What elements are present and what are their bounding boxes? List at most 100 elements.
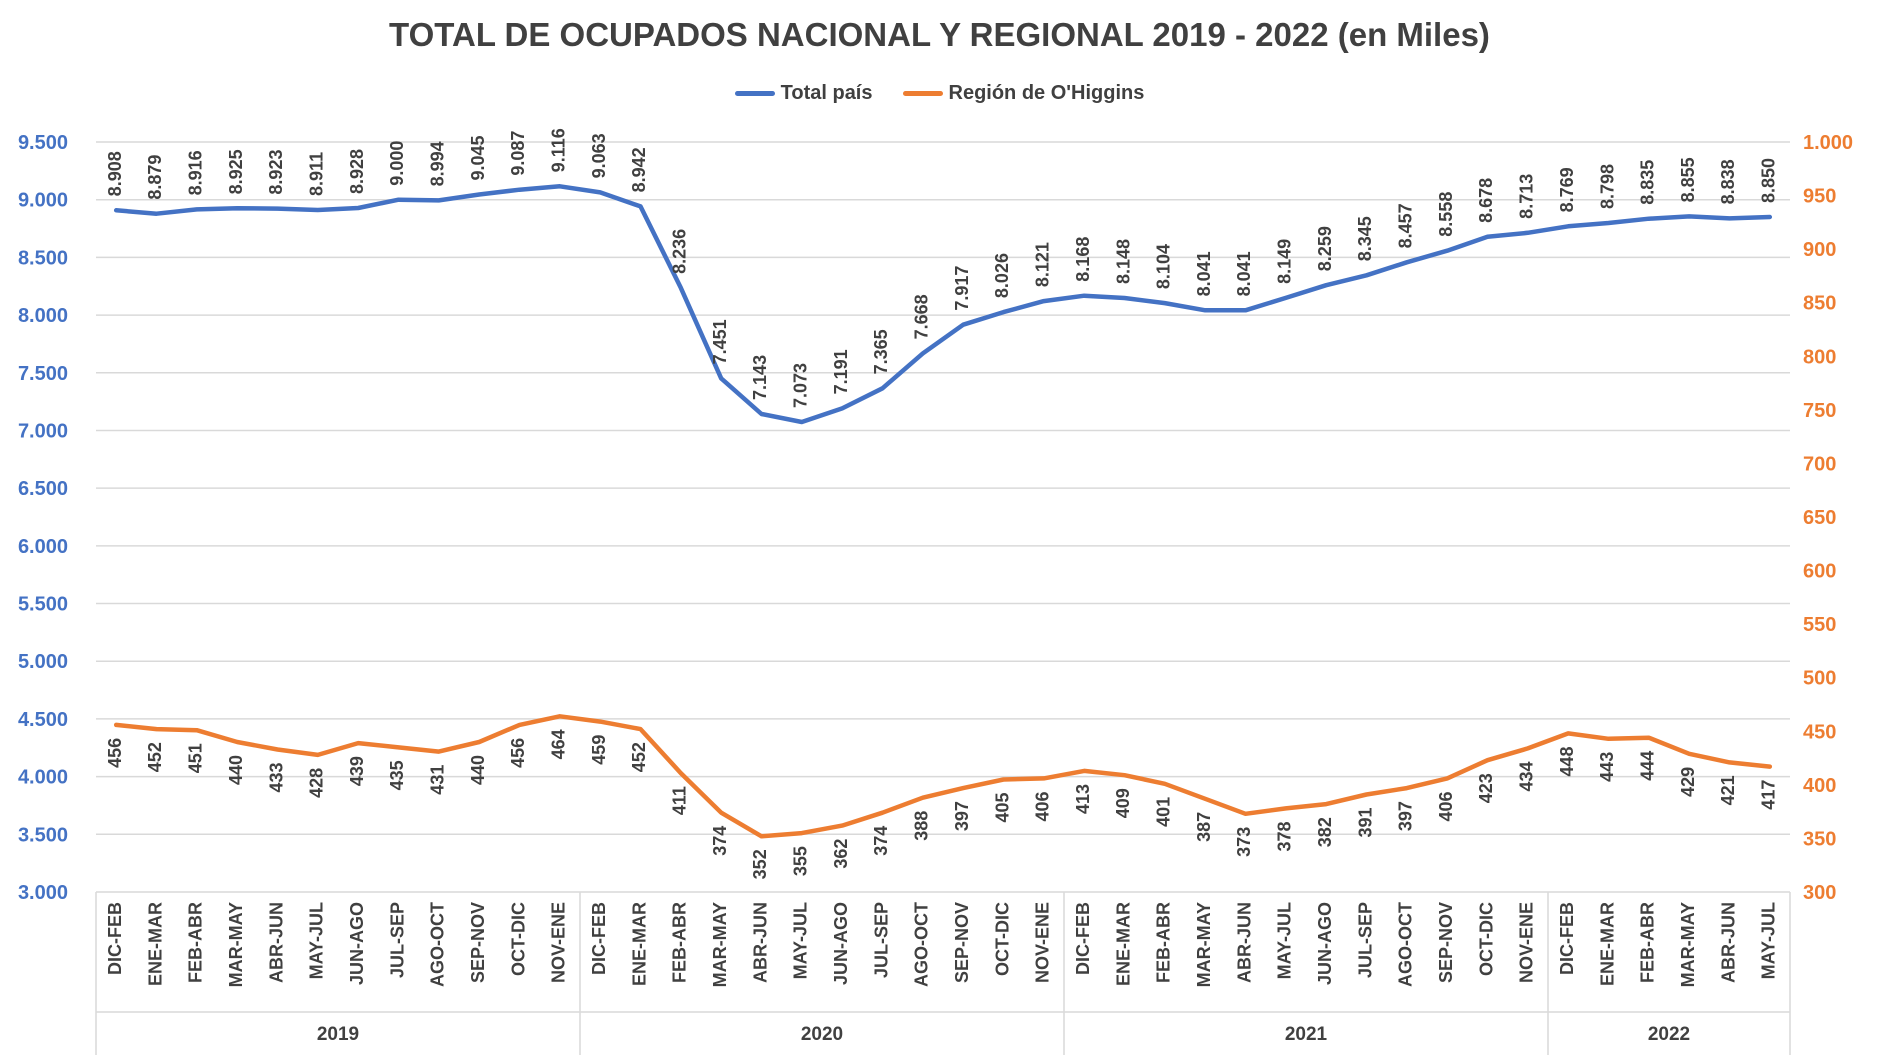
data-label-region: 406 [1033,791,1053,821]
data-label-total-pais: 8.916 [186,150,206,195]
data-point [761,835,762,837]
data-point [1688,753,1690,755]
series-line-total-pais [113,184,1773,425]
data-label-region: 401 [1154,797,1174,827]
data-label-total-pais: 8.835 [1638,160,1658,205]
data-point [1406,261,1408,263]
y-right-tick-label: 750 [1803,400,1836,422]
x-tick-label: NOV-ENE [1517,902,1537,983]
data-point [1003,311,1004,313]
data-point [599,721,601,723]
data-point [761,413,762,415]
x-tick-label: JUL-SEP [1355,902,1375,978]
y-left-tick-label: 3.000 [18,882,68,904]
y-right-tick-label: 850 [1803,293,1836,315]
data-point [277,749,278,750]
data-label-region: 444 [1638,751,1658,781]
data-label-total-pais: 7.365 [871,329,891,374]
data-point [1567,732,1569,734]
data-label-total-pais: 7.073 [791,363,811,408]
x-tick-label: JUL-SEP [387,902,407,978]
x-tick-label: NOV-ENE [549,902,569,983]
data-label-region: 434 [1517,761,1537,791]
x-tick-label: ENE-MAR [1113,902,1133,986]
data-point [156,213,157,215]
data-label-region: 405 [992,793,1012,823]
x-tick-label: DIC-FEB [1557,902,1577,975]
chart-title: TOTAL DE OCUPADOS NACIONAL Y REGIONAL 20… [389,16,1490,53]
data-label-region: 452 [145,742,165,772]
x-tick-label: OCT-DIC [508,902,528,976]
data-point [720,812,722,814]
data-point [841,825,843,827]
data-label-total-pais: 9.063 [589,133,609,178]
x-tick-label: SEP-NOV [1436,902,1456,983]
y-left-tick-label: 9.000 [18,190,68,212]
y-left-tick-label: 3.500 [18,824,68,846]
x-tick-label: MAY-JUL [307,902,327,979]
data-label-region: 373 [1234,827,1254,857]
y-left-tick-label: 4.000 [18,767,68,789]
x-tick-label: ABR-JUN [266,902,286,983]
data-point [438,199,440,201]
data-label-total-pais: 8.678 [1476,178,1496,223]
data-label-total-pais: 9.045 [468,135,488,180]
data-label-region: 439 [347,756,367,786]
y-left-tick-label: 6.000 [18,536,68,558]
data-point [1245,309,1246,311]
data-label-total-pais: 8.713 [1517,174,1537,219]
data-label-region: 428 [307,768,327,798]
y-right-tick-label: 450 [1803,721,1836,743]
data-point [1083,770,1085,772]
data-point [236,741,238,743]
y-left-tick-label: 5.000 [18,651,68,673]
x-tick-label: SEP-NOV [468,902,488,983]
x-tick-label: ENE-MAR [1597,902,1617,986]
data-point [115,209,117,211]
y-left-tick-label: 6.500 [18,478,68,500]
data-point [680,287,682,289]
data-label-total-pais: 8.104 [1154,244,1174,289]
data-point [277,208,278,210]
data-point [962,324,964,326]
x-tick-label: MAR-MAY [1194,902,1214,987]
data-label-total-pais: 8.148 [1113,239,1133,284]
y-right-tick-label: 500 [1803,668,1836,690]
data-label-region: 448 [1557,746,1577,776]
y-right-tick-label: 550 [1803,614,1836,636]
x-tick-label: MAY-JUL [1759,902,1779,979]
data-point [801,421,803,423]
legend-label-total-pais: Total país [780,82,873,104]
data-point [801,832,803,834]
x-tick-label: FEB-ABR [1154,902,1174,983]
data-label-region: 431 [428,765,448,795]
data-label-total-pais: 8.850 [1759,158,1779,203]
data-label-region: 421 [1718,775,1738,805]
x-tick-label: OCT-DIC [992,902,1012,976]
legend: Total país Región de O'Higgins [0,82,1879,105]
data-point [1769,766,1771,768]
x-tick-label: MAR-MAY [710,902,730,987]
data-point [640,205,641,207]
x-group-label: 2020 [801,1024,843,1045]
data-label-total-pais: 9.116 [549,128,569,172]
data-point [1729,761,1730,763]
data-label-total-pais: 7.668 [912,294,932,339]
data-label-region: 411 [670,786,690,815]
x-group-label: 2021 [1285,1024,1328,1045]
y-right-tick-label: 950 [1803,186,1836,208]
data-point [922,797,924,799]
data-point [1124,774,1125,776]
data-point [357,207,359,209]
data-label-total-pais: 8.798 [1597,164,1617,209]
data-label-total-pais: 8.345 [1355,216,1375,261]
data-label-total-pais: 8.457 [1396,203,1416,248]
data-point [438,751,440,753]
x-tick-label: ENE-MAR [145,902,165,986]
x-tick-label: JUL-SEP [871,902,891,978]
data-point [962,787,964,789]
data-point [1729,217,1730,219]
data-label-region: 406 [1436,791,1456,821]
y-left-tick-label: 7.500 [18,363,68,385]
